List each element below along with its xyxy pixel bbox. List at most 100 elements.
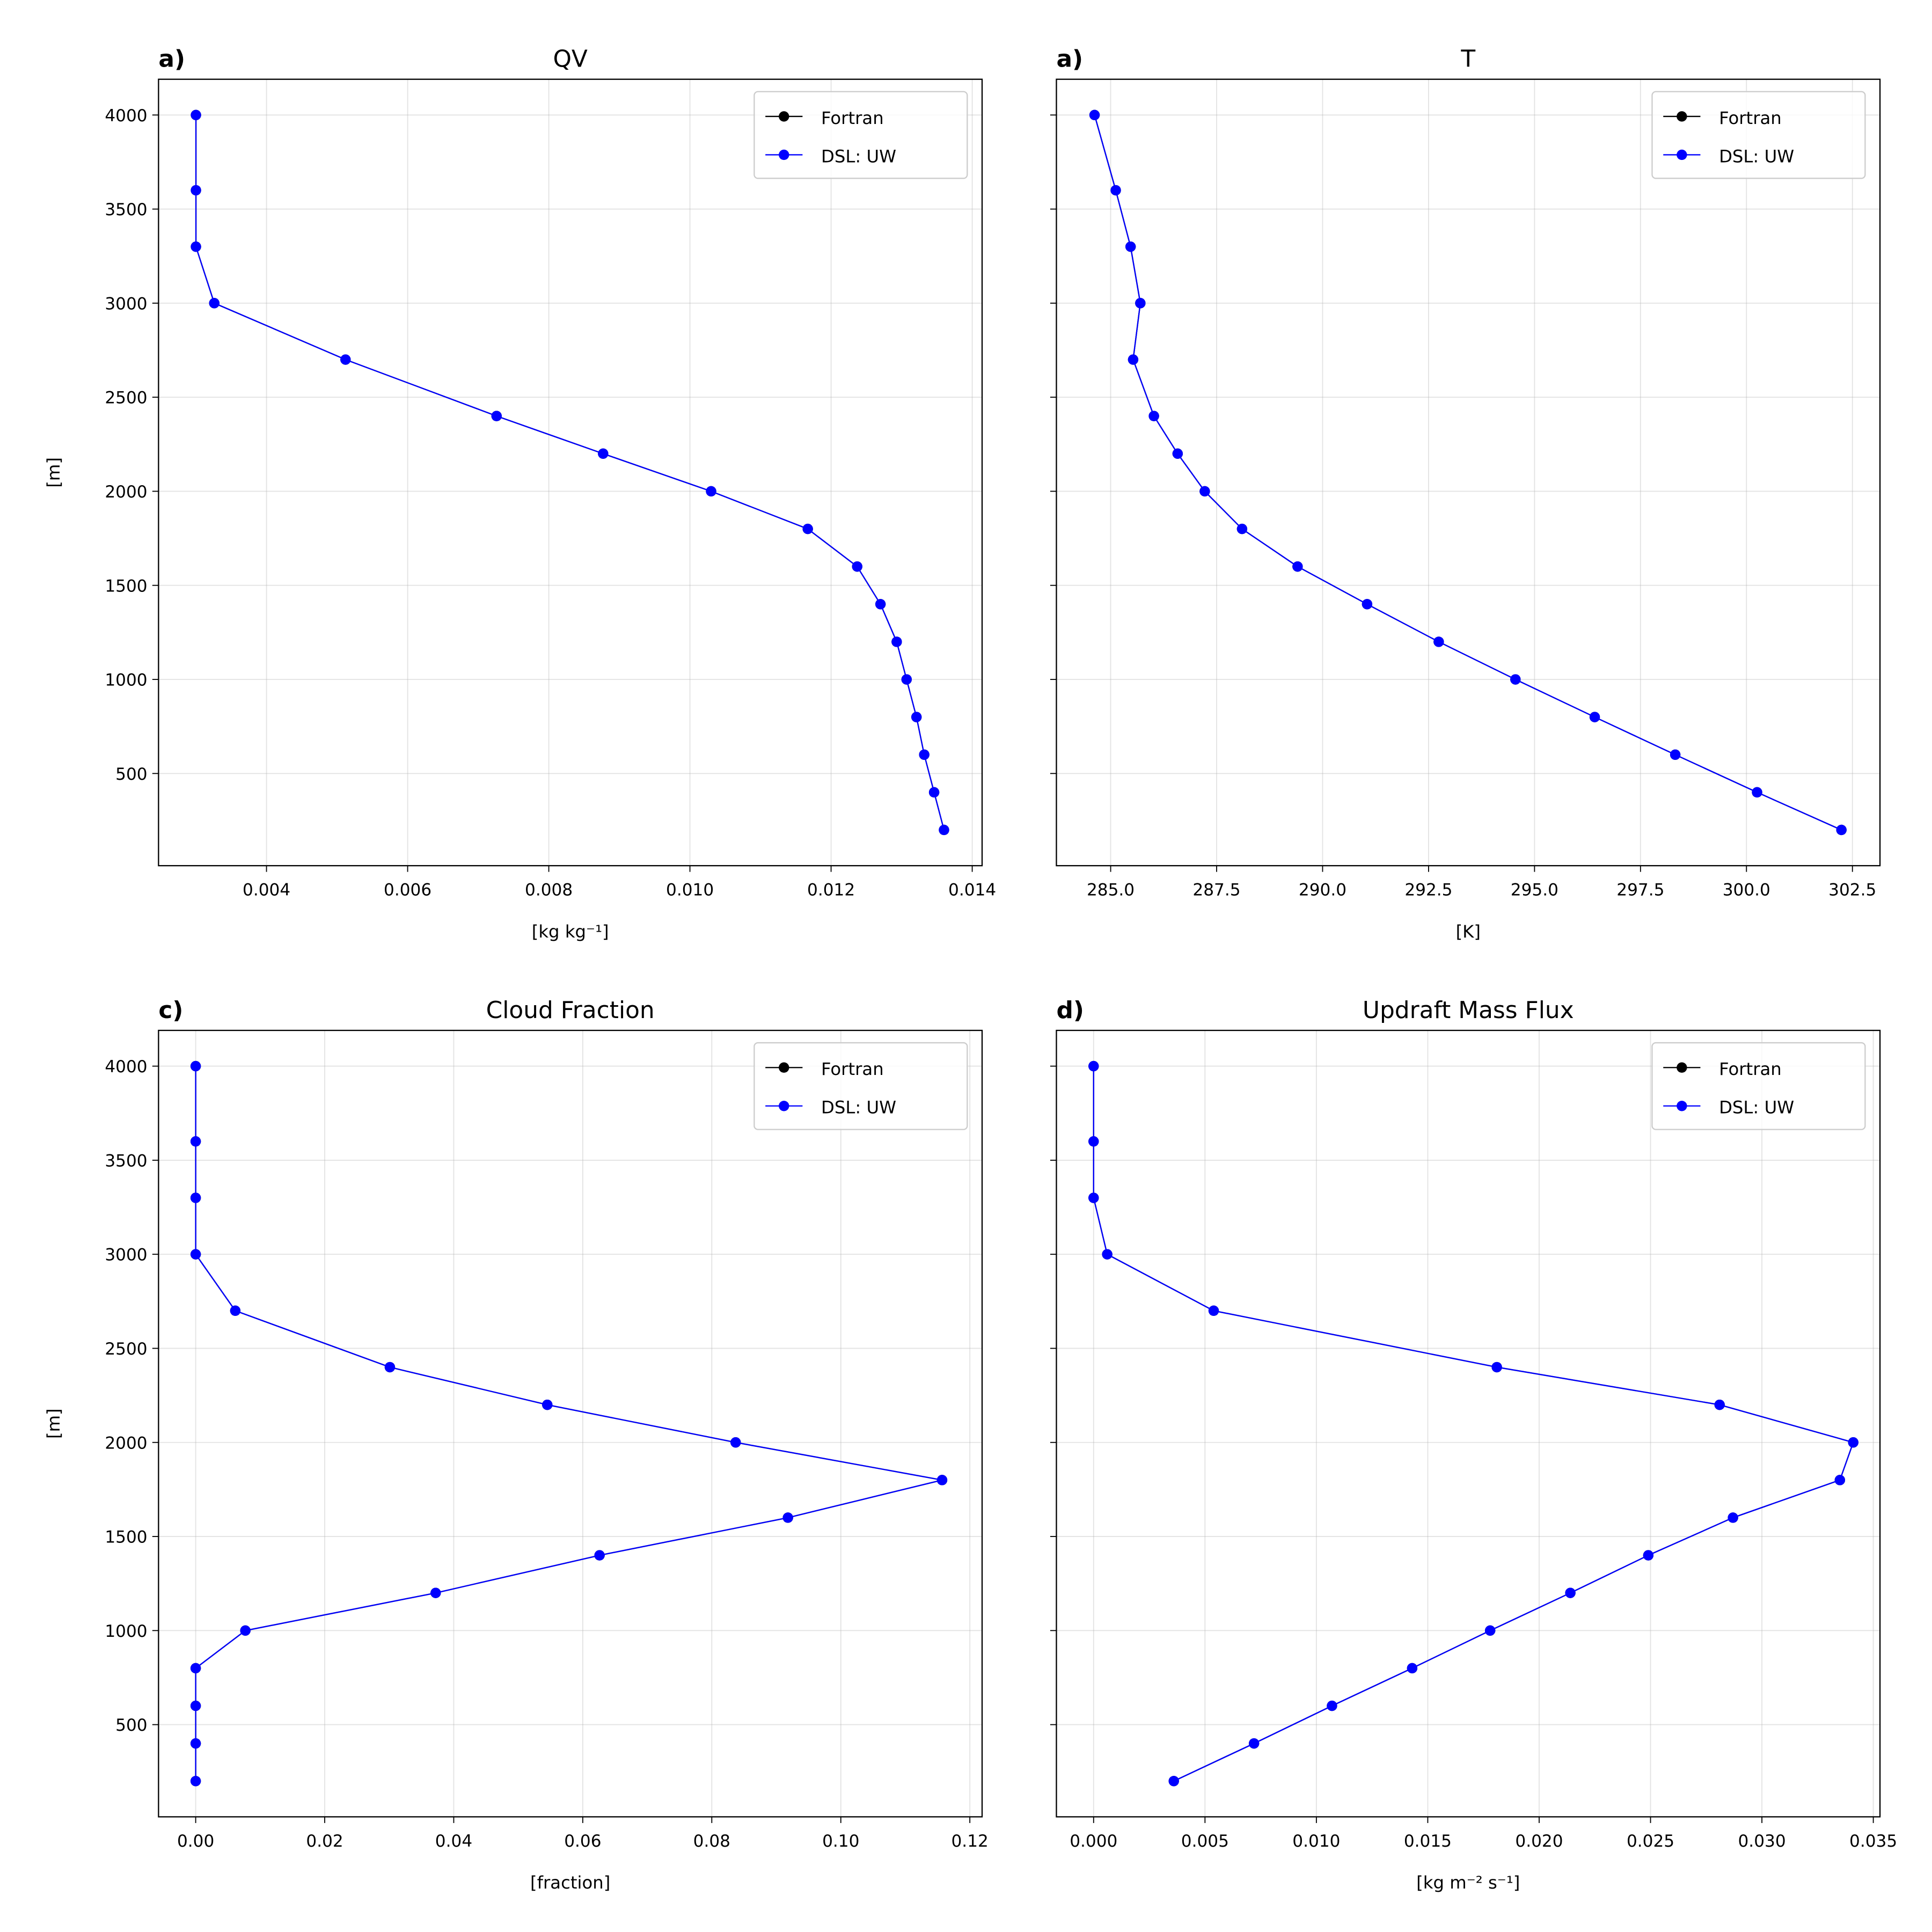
panel-0: 0.004 0.006 0.008 0.010 0.012 0.014 500 1000 150…	[43, 46, 996, 942]
data-point-1	[901, 674, 912, 685]
data-point-1	[852, 561, 862, 572]
data-point-1	[1110, 185, 1121, 196]
legend-marker	[779, 149, 789, 160]
legend: Fortran DSL: UW	[753, 91, 968, 179]
data-point-1	[1362, 599, 1373, 610]
legend-label: DSL: UW	[821, 146, 896, 166]
axes-frame	[158, 78, 983, 867]
series-line-0	[1093, 1066, 1854, 1782]
x-tick-label: 0.015	[1404, 1832, 1452, 1851]
data-point-1	[594, 1550, 605, 1561]
series-line-1	[195, 115, 945, 830]
x-tick-label: 0.00	[177, 1832, 214, 1851]
legend-marker	[779, 1062, 789, 1073]
y-tick-label: 4000	[105, 106, 147, 126]
data-point-1	[240, 1625, 251, 1636]
data-point-1	[191, 241, 201, 252]
y-tick-label: 500	[115, 1716, 147, 1735]
data-point-1	[706, 486, 716, 497]
data-point-1	[230, 1305, 241, 1316]
data-point-1	[1728, 1512, 1738, 1523]
data-point-1	[598, 448, 609, 459]
panel-title: T	[1460, 46, 1475, 73]
data-point-1	[1834, 1475, 1846, 1485]
x-tick-label: 0.008	[525, 880, 573, 899]
data-point-1	[1199, 486, 1210, 497]
x-tick-label: 0.010	[666, 880, 714, 899]
legend-label: Fortran	[821, 1059, 884, 1079]
data-point-1	[1208, 1305, 1219, 1316]
x-tick-label: 0.06	[564, 1832, 601, 1851]
data-point-1	[928, 787, 940, 798]
axes-frame	[1056, 78, 1881, 867]
data-point-1	[190, 1136, 201, 1147]
x-tick-label: 0.04	[435, 1832, 472, 1851]
panel-title: Updraft Mass Flux	[1363, 997, 1574, 1024]
data-point-1	[191, 109, 201, 120]
data-point-1	[1088, 1060, 1099, 1072]
y-tick-label: 2000	[105, 482, 147, 502]
data-point-1	[1433, 636, 1444, 647]
legend-label: DSL: UW	[1719, 1097, 1794, 1118]
legend-label: Fortran	[1719, 1059, 1782, 1079]
panel-label: a)	[1056, 46, 1083, 73]
legend-marker	[779, 1101, 789, 1111]
series-line-0	[1094, 114, 1842, 831]
data-point-1	[1128, 354, 1139, 365]
data-point-1	[919, 749, 930, 760]
data-point-1	[911, 712, 922, 722]
data-point-1	[1565, 1587, 1576, 1598]
data-point-1	[1089, 109, 1100, 120]
data-point-1	[782, 1512, 793, 1523]
legend: Fortran DSL: UW	[1651, 91, 1866, 179]
data-point-1	[190, 1249, 201, 1260]
x-tick-label: 0.010	[1292, 1832, 1340, 1851]
series-line-0	[195, 1066, 942, 1781]
x-tick-label: 0.08	[693, 1832, 730, 1851]
y-axis-label: [m]	[43, 457, 64, 488]
y-tick-label: 3500	[105, 1151, 147, 1170]
legend-label: Fortran	[821, 108, 884, 128]
series-line-1	[1094, 114, 1842, 831]
legend-box	[1651, 1042, 1866, 1130]
data-point-1	[1327, 1700, 1337, 1711]
legend: Fortran DSL: UW	[753, 1042, 968, 1130]
data-point-1	[1407, 1663, 1418, 1674]
legend-marker	[1677, 1062, 1687, 1073]
x-tick-label: 287.5	[1192, 880, 1240, 899]
data-point-1	[1589, 712, 1600, 722]
data-point-1	[190, 1663, 201, 1674]
data-point-1	[190, 1060, 201, 1072]
data-point-1	[1102, 1249, 1113, 1260]
data-point-1	[1148, 411, 1159, 421]
x-tick-label: 0.10	[822, 1832, 859, 1851]
y-axis-label: [m]	[43, 1408, 64, 1439]
legend-marker	[1677, 1101, 1687, 1111]
x-tick-label: 0.02	[306, 1832, 343, 1851]
axes-frame	[158, 1029, 983, 1818]
y-tick-label: 1000	[105, 1622, 147, 1641]
data-point-1	[1125, 241, 1136, 252]
x-tick-label: 297.5	[1616, 880, 1664, 899]
x-tick-label: 290.0	[1299, 880, 1346, 899]
data-point-1	[1088, 1136, 1099, 1147]
series-line-1	[195, 1066, 942, 1781]
x-tick-label: 0.004	[243, 880, 290, 899]
x-tick-label: 285.0	[1087, 880, 1135, 899]
data-point-1	[491, 411, 502, 421]
legend-label: DSL: UW	[821, 1097, 896, 1118]
data-point-1	[1752, 787, 1762, 798]
panel-label: c)	[158, 997, 183, 1024]
legend: Fortran DSL: UW	[1651, 1042, 1866, 1130]
data-point-1	[209, 298, 219, 309]
data-point-1	[875, 599, 886, 610]
x-tick-label: 0.030	[1738, 1832, 1785, 1851]
x-axis-label: [kg m⁻² s⁻¹]	[1416, 1872, 1520, 1893]
legend-box	[753, 1042, 968, 1130]
data-point-1	[1135, 298, 1146, 309]
panel-label: a)	[158, 46, 185, 73]
data-point-1	[190, 1738, 201, 1749]
panel-label: d)	[1056, 997, 1084, 1024]
y-tick-label: 1500	[105, 576, 147, 596]
data-point-1	[1510, 674, 1521, 685]
